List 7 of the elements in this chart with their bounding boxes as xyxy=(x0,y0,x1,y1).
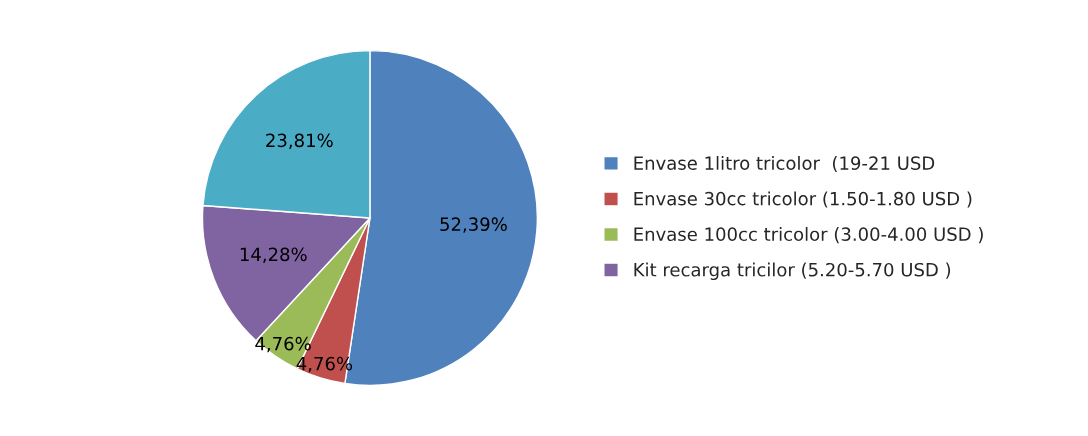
data-label: 14,28% xyxy=(240,247,307,263)
legend-label: Envase 1litro tricolor (19-21 USD xyxy=(634,155,935,173)
data-label: 52,39% xyxy=(440,217,507,233)
legend-label: Envase 100cc tricolor (3.00-4.00 USD ) xyxy=(634,227,983,244)
legend-label: Kit recarga tricilor (5.20-5.70 USD ) xyxy=(634,262,951,281)
data-label: 23,81% xyxy=(266,133,333,149)
legend-label: Envase 30cc tricolor (1.50-1.80 USD ) xyxy=(634,191,972,208)
